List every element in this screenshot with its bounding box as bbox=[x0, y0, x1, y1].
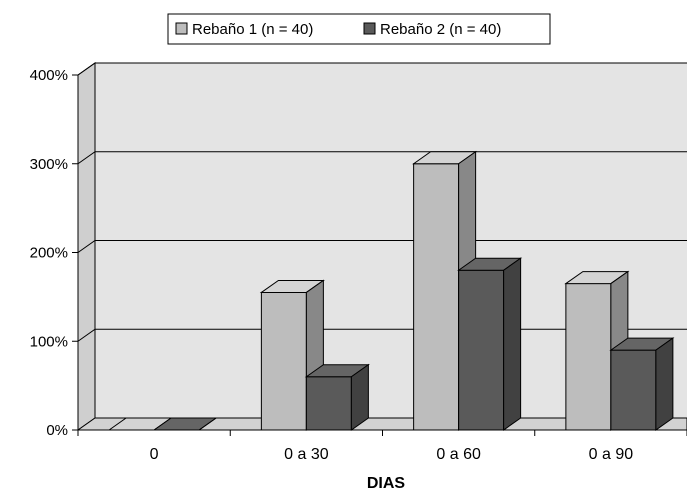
bar bbox=[259, 279, 325, 431]
y-tick-label: 200% bbox=[30, 245, 68, 262]
gridline bbox=[77, 240, 687, 253]
bar-front bbox=[305, 376, 352, 431]
bar bbox=[152, 417, 218, 431]
x-category-label: 0 a 30 bbox=[284, 446, 329, 463]
bar-side bbox=[198, 417, 217, 431]
x-axis-title: DIAS bbox=[367, 475, 406, 492]
x-category-label: 0 a 60 bbox=[436, 446, 481, 463]
y-tick-label: 300% bbox=[30, 156, 68, 173]
x-category-label: 0 bbox=[150, 446, 159, 463]
bar-front bbox=[458, 269, 505, 431]
x-axis-categories: 0 0 a 30 0 a 60 0 a 90 bbox=[77, 430, 687, 463]
bar bbox=[304, 363, 370, 431]
gridline bbox=[77, 151, 687, 165]
y-axis-ticks: 0% 100% 200% 300% 400% bbox=[30, 67, 687, 439]
legend: Rebaño 1 (n = 40) Rebaño 2 (n = 40) bbox=[167, 13, 551, 45]
bar-front bbox=[260, 291, 307, 431]
x-category-label: 0 a 90 bbox=[589, 446, 634, 463]
legend-label: Rebaño 1 (n = 40) bbox=[192, 21, 313, 38]
bar-front bbox=[565, 283, 612, 431]
gridline bbox=[77, 62, 687, 76]
bar-front bbox=[413, 163, 460, 431]
gridlines bbox=[77, 62, 687, 342]
bar-side bbox=[503, 257, 522, 431]
y-tick-label: 100% bbox=[30, 333, 68, 350]
bars bbox=[107, 150, 675, 431]
y-tick-label: 0% bbox=[46, 422, 68, 439]
bar bbox=[457, 257, 523, 431]
legend-label: Rebaño 2 (n = 40) bbox=[380, 21, 501, 38]
legend-box bbox=[167, 13, 551, 45]
bar-front bbox=[610, 349, 657, 431]
legend-swatch bbox=[175, 22, 188, 35]
y-tick-label: 400% bbox=[30, 67, 68, 84]
bar-side bbox=[350, 363, 369, 431]
legend-swatch bbox=[363, 22, 376, 35]
bar-side bbox=[655, 337, 674, 431]
bar bbox=[609, 337, 675, 431]
